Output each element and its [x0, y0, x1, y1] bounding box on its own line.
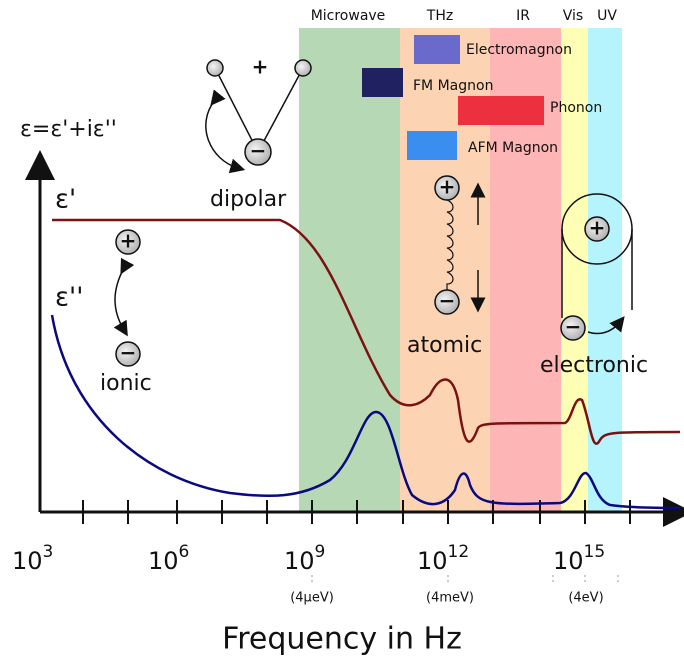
text-part: 6 — [179, 542, 190, 562]
excitation-label: Phonon — [550, 100, 602, 116]
band-label: Vis — [563, 8, 583, 24]
band-label: IR — [516, 8, 530, 24]
x-tick-label: 1012 — [417, 542, 469, 575]
excitation-box — [458, 96, 544, 125]
energy-label: (4meV) — [426, 591, 474, 606]
text-part: 10 — [417, 547, 448, 575]
text-part: 10 — [284, 547, 315, 575]
excitation-label: FM Magnon — [413, 78, 493, 94]
energy-guides — [312, 575, 618, 585]
charge-sign: − — [565, 315, 582, 339]
arrow — [206, 100, 238, 168]
excitation-box — [414, 35, 460, 64]
text-part: 9 — [315, 542, 326, 562]
charge-sign: + — [589, 216, 606, 240]
mechanism-label: electronic — [540, 353, 648, 378]
charge-sign: − — [439, 289, 456, 313]
atom — [207, 60, 223, 76]
x-tick-label: 109 — [284, 542, 325, 575]
energy-label: (4μeV) — [290, 591, 334, 606]
charge-sign: + — [252, 55, 269, 79]
x-axis-title: Frequency in Hz — [222, 622, 462, 657]
text-part: 15 — [584, 542, 606, 562]
charge-sign: − — [250, 139, 267, 163]
band — [299, 28, 400, 512]
excitation-box — [362, 68, 403, 97]
text-part: 10 — [553, 547, 584, 575]
charge-sign: + — [120, 229, 137, 253]
text-part: 3 — [43, 542, 54, 562]
x-tick-label: 106 — [148, 542, 189, 575]
charge-sign: − — [120, 341, 137, 365]
y-axis-title: ε=ε'+iε'' — [20, 117, 117, 142]
diagram: Microwave THz IR Vis UV Electromagnon FM… — [0, 0, 684, 666]
excitation-label: AFM Magnon — [468, 140, 558, 156]
excitation-label: Electromagnon — [466, 42, 572, 58]
energy-label: (4eV) — [568, 591, 603, 606]
mechanism-label: ionic — [100, 371, 152, 396]
text-part: 12 — [448, 542, 470, 562]
band-label: UV — [597, 8, 617, 24]
arrow — [115, 268, 124, 330]
curve-label: ε'' — [55, 283, 83, 313]
mechanism-label: atomic — [407, 333, 482, 358]
mechanism-label: dipolar — [210, 187, 287, 212]
excitation-box — [407, 131, 457, 160]
charge-sign: + — [439, 175, 456, 199]
atom — [295, 60, 311, 76]
x-tick-label: 1015 — [553, 542, 605, 575]
band-label: THz — [426, 8, 453, 24]
curve-label: ε' — [55, 185, 76, 215]
text-part: 10 — [148, 547, 179, 575]
text-part: 10 — [12, 547, 43, 575]
x-tick-label: 103 — [12, 542, 53, 575]
band-label: Microwave — [311, 8, 386, 24]
